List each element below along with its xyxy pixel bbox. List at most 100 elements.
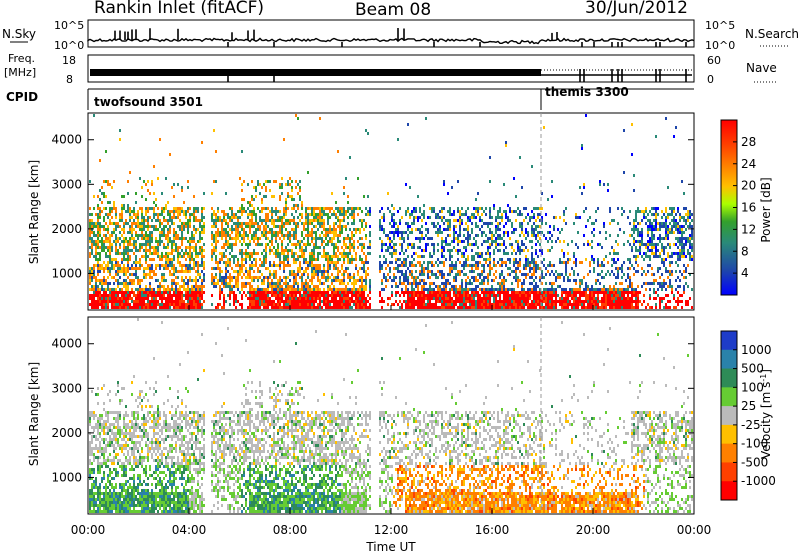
- scan-cell: [217, 267, 219, 270]
- scan-cell: [261, 291, 263, 294]
- scan-cell: [163, 207, 165, 210]
- scan-cell: [253, 306, 255, 309]
- scan-cell: [511, 300, 513, 303]
- scan-cell: [235, 276, 237, 279]
- scan-cell: [281, 291, 283, 294]
- scan-cell: [327, 228, 329, 231]
- scan-cell: [367, 261, 369, 264]
- scan-cell: [245, 210, 247, 213]
- scan-cell: [387, 207, 389, 210]
- scan-cell: [451, 300, 453, 303]
- scan-cell: [265, 231, 267, 234]
- scan-cell: [369, 306, 371, 309]
- scan-cell: [567, 300, 569, 303]
- scan-cell: [123, 195, 125, 198]
- scan-cell: [305, 234, 307, 237]
- scan-cell: [347, 201, 349, 204]
- scan-cell: [587, 300, 589, 303]
- scan-cell: [399, 258, 401, 261]
- scan-cell: [539, 267, 541, 270]
- scan-cell: [145, 198, 147, 201]
- scan-cell: [481, 225, 483, 228]
- scan-cell: [521, 228, 523, 231]
- scan-cell: [517, 267, 519, 270]
- scan-cell: [119, 297, 121, 300]
- scan-cell: [135, 294, 137, 297]
- scan-cell: [347, 195, 349, 198]
- scan-cell: [379, 210, 381, 213]
- scan-cell: [215, 237, 217, 240]
- scan-cell: [473, 207, 475, 210]
- scan-cell: [503, 279, 505, 282]
- scan-cell: [497, 216, 499, 219]
- scan-cell: [383, 213, 385, 216]
- scan-cell: [131, 291, 133, 294]
- scan-cell: [437, 213, 439, 216]
- scan-cell: [513, 276, 515, 279]
- scan-cell: [167, 300, 169, 303]
- scan-cell: [407, 207, 409, 210]
- scan-cell: [91, 219, 93, 222]
- scan-cell: [119, 264, 121, 267]
- scan-cell: [133, 279, 135, 282]
- scan-cell: [467, 306, 469, 309]
- nsky-trace: [87, 28, 695, 47]
- scan-cell: [137, 306, 139, 309]
- scan-cell: [107, 294, 109, 297]
- scan-cell: [99, 303, 101, 306]
- scan-cell: [155, 252, 157, 255]
- scan-cell: [139, 243, 141, 246]
- scan-cell: [527, 297, 529, 300]
- scan-cell: [327, 279, 329, 282]
- scan-cell: [99, 207, 101, 210]
- scan-cell: [383, 288, 385, 291]
- scan-cell: [305, 243, 307, 246]
- scan-cell: [337, 261, 339, 264]
- scan-cell: [365, 276, 367, 279]
- scan-cell: [105, 246, 107, 249]
- scan-cell: [467, 291, 469, 294]
- scan-cell: [327, 213, 329, 216]
- scan-cell: [389, 231, 391, 234]
- scan-cell: [327, 219, 329, 222]
- scan-cell: [385, 267, 387, 270]
- scan-cell: [135, 225, 137, 228]
- scan-cell: [515, 240, 517, 243]
- scan-cell: [285, 258, 287, 261]
- scan-cell: [109, 249, 111, 252]
- scan-cell: [127, 294, 129, 297]
- scan-cell: [503, 231, 505, 234]
- scan-cell: [327, 291, 329, 294]
- scan-cell: [555, 306, 557, 309]
- scan-cell: [559, 258, 561, 261]
- scan-cell: [327, 285, 329, 288]
- scan-cell: [225, 237, 227, 240]
- scan-cell: [199, 234, 201, 237]
- scan-cell: [407, 234, 409, 237]
- scan-cell: [253, 294, 255, 297]
- scan-cell: [267, 285, 269, 288]
- scan-cell: [407, 303, 409, 306]
- scan-cell: [141, 243, 143, 246]
- scan-cell: [249, 264, 251, 267]
- scan-cell: [287, 195, 289, 198]
- scan-cell: [303, 300, 305, 303]
- scan-cell: [95, 243, 97, 246]
- scan-cell: [175, 210, 177, 213]
- scan-cell: [263, 195, 265, 198]
- scan-cell: [325, 213, 327, 216]
- scan-cell: [283, 276, 285, 279]
- scan-cell: [489, 303, 491, 306]
- scan-cell: [175, 288, 177, 291]
- scan-cell: [153, 165, 155, 168]
- scan-cell: [89, 222, 91, 225]
- scan-cell: [91, 300, 93, 303]
- scan-cell: [523, 297, 525, 300]
- scan-cell: [251, 276, 253, 279]
- scan-cell: [559, 216, 561, 219]
- scan-cell: [179, 264, 181, 267]
- scan-cell: [303, 258, 305, 261]
- scan-cell: [295, 228, 297, 231]
- scan-cell: [505, 297, 507, 300]
- freq-strip: Freq. [MHz] 18 8 60 0 Nave: [4, 52, 777, 86]
